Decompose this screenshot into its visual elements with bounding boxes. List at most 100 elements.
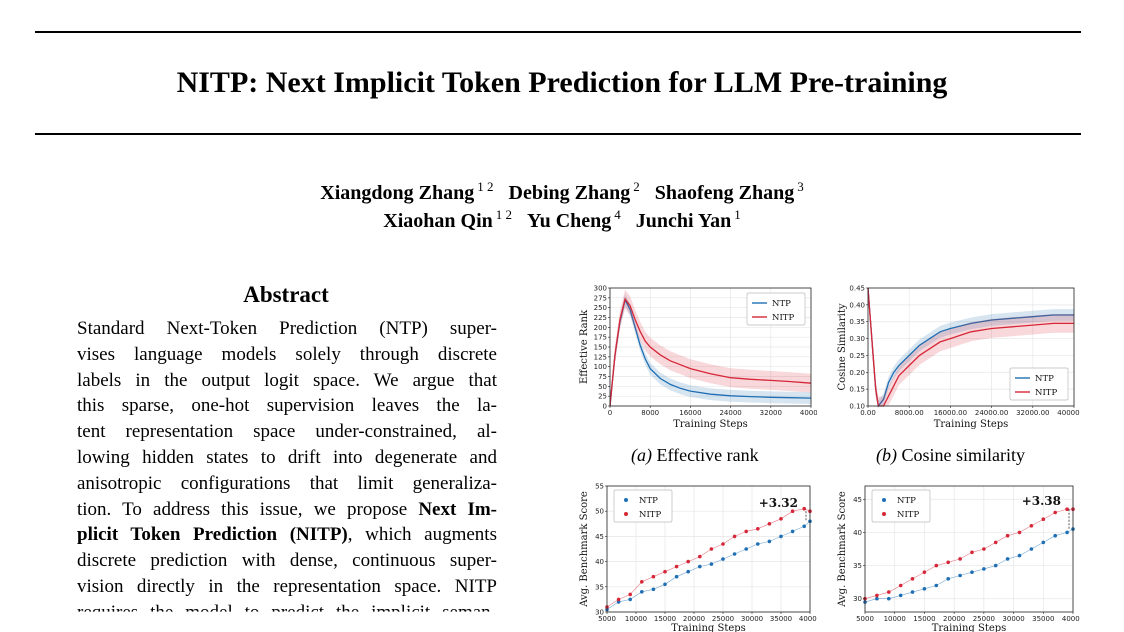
y-tick-label: 45: [853, 496, 862, 504]
data-point: [790, 509, 795, 513]
data-point: [1053, 510, 1057, 515]
y-tick-label: 35: [595, 583, 604, 591]
data-point: [698, 564, 702, 569]
data-point: [982, 547, 986, 551]
data-point: [744, 529, 748, 534]
y-tick-label: 0: [603, 403, 607, 411]
x-tick-label: 32000.00: [1016, 409, 1049, 417]
data-point: [887, 590, 891, 594]
y-tick-label: 40: [595, 558, 604, 566]
y-tick-label: 0.25: [849, 352, 865, 360]
y-tick-label: 75: [598, 373, 607, 381]
x-axis-label: Training Steps: [673, 419, 748, 430]
y-tick-label: 55: [595, 483, 604, 491]
x-tick-label: 24000.00: [975, 409, 1008, 417]
data-point: [934, 563, 939, 568]
data-point: [922, 570, 927, 574]
y-tick-label: 25: [598, 393, 607, 401]
effective-rank-chart: 0800016000240003200040000025507510012515…: [577, 282, 817, 432]
chart-svg: 0.00 8000.00 16000.00 24000.00 32000.00 40000…: [837, 285, 1080, 431]
abstract-line: requires the model to predict the implic…: [77, 601, 497, 623]
data-point: [686, 569, 690, 574]
y-axis-label: Effective Rank: [579, 309, 590, 384]
x-tick-label: 20000: [683, 615, 705, 623]
legend-swatch: [882, 498, 886, 502]
y-tick-label: 125: [594, 353, 607, 361]
data-point: [1041, 540, 1046, 545]
x-tick-label: 25000: [712, 615, 734, 623]
author: Debing Zhang 2: [508, 179, 640, 204]
data-point: [993, 563, 998, 568]
y-tick-label: 175: [594, 334, 607, 342]
chart-svg: 0800016000240003200040000025507510012515…: [579, 285, 817, 431]
data-point: [767, 539, 772, 544]
data-point: [982, 567, 986, 571]
x-tick-label: 40000: [799, 615, 817, 623]
cosine-similarity-chart: 0.00 8000.00 16000.00 24000.00 32000.00 40000…: [835, 282, 1080, 432]
data-point: [651, 587, 656, 592]
legend-swatch: [624, 512, 628, 516]
data-point: [887, 596, 891, 601]
x-tick-label: 16000.00: [934, 409, 967, 417]
data-point: [628, 592, 632, 597]
legend-label: NTP: [639, 496, 658, 506]
abstract-line: plicit Token Prediction (NITP), which au…: [77, 524, 497, 546]
y-tick-label: 0.20: [849, 369, 865, 377]
legend-label: NITP: [897, 510, 919, 520]
data-point: [790, 529, 795, 534]
data-point: [616, 597, 621, 602]
x-axis-label: Training Steps: [671, 623, 746, 632]
benchmark-score-chart-left: 5000 10000 15000 20000 25000 30000 35000 40000 3…: [577, 480, 817, 632]
x-tick-label: 8000: [641, 409, 659, 417]
data-point: [946, 577, 950, 581]
x-tick-label: 8000.00: [895, 409, 924, 417]
data-point: [898, 583, 903, 588]
x-tick-label: 15000: [913, 615, 935, 623]
y-axis-label: Cosine Similarity: [837, 303, 848, 390]
abstract-line: labels in the output logit space. We arg…: [77, 369, 497, 391]
abstract-line: anisotropic configurations that limit ge…: [77, 472, 497, 494]
y-tick-label: 50: [595, 508, 604, 516]
abstract-line: discrete prediction with dense, continuo…: [77, 550, 497, 572]
data-point: [640, 590, 644, 594]
confidence-band: [610, 289, 811, 406]
author: Yu Cheng 4: [527, 207, 621, 232]
method-name-bold: Next Im-: [418, 498, 497, 520]
confidence-band: [868, 288, 1074, 406]
data-point: [744, 547, 748, 551]
data-point: [958, 557, 962, 561]
x-axis-label: Training Steps: [932, 623, 1007, 632]
x-tick-label: 25000: [973, 615, 995, 623]
plot-frame: [606, 485, 811, 613]
legend-label: NITP: [772, 313, 794, 323]
legend-swatch: [624, 498, 628, 502]
benchmark-score-chart-right: 5000 10000 15000 20000 25000 30000 35000 40000 3…: [835, 480, 1080, 632]
chart-svg: 5000 10000 15000 20000 25000 30000 35000 40000 3…: [837, 485, 1080, 632]
y-axis-label: Avg. Benchmark Score: [837, 491, 848, 608]
data-point: [663, 582, 667, 587]
data-point: [1065, 507, 1069, 511]
y-tick-label: 200: [594, 324, 607, 332]
y-tick-label: 300: [594, 285, 607, 293]
top-rule: [35, 31, 1081, 33]
x-tick-label: 30000: [741, 615, 763, 623]
plot-frame: [864, 485, 1074, 613]
y-tick-label: 30: [595, 609, 604, 617]
gain-annotation: +3.38: [1022, 494, 1061, 508]
abstract-line: vises language models solely through dis…: [77, 343, 497, 365]
y-axis-label: Avg. Benchmark Score: [579, 491, 590, 608]
data-point: [628, 597, 632, 602]
y-tick-label: 45: [595, 533, 604, 541]
data-point: [779, 534, 783, 539]
y-tick-label: 225: [594, 314, 607, 322]
author: Shaofeng Zhang 3: [654, 179, 804, 204]
y-tick-label: 0.40: [849, 301, 865, 309]
x-tick-label: 10000: [884, 615, 906, 623]
legend-label: NTP: [897, 496, 916, 506]
abstract-line: vision directly in the representation sp…: [77, 575, 497, 597]
legend-box: [871, 489, 931, 523]
data-point: [721, 542, 725, 546]
legend-label: NTP: [772, 299, 791, 309]
abstract-line: lowing hidden states to drift into degen…: [77, 446, 497, 468]
data-point: [958, 573, 962, 578]
